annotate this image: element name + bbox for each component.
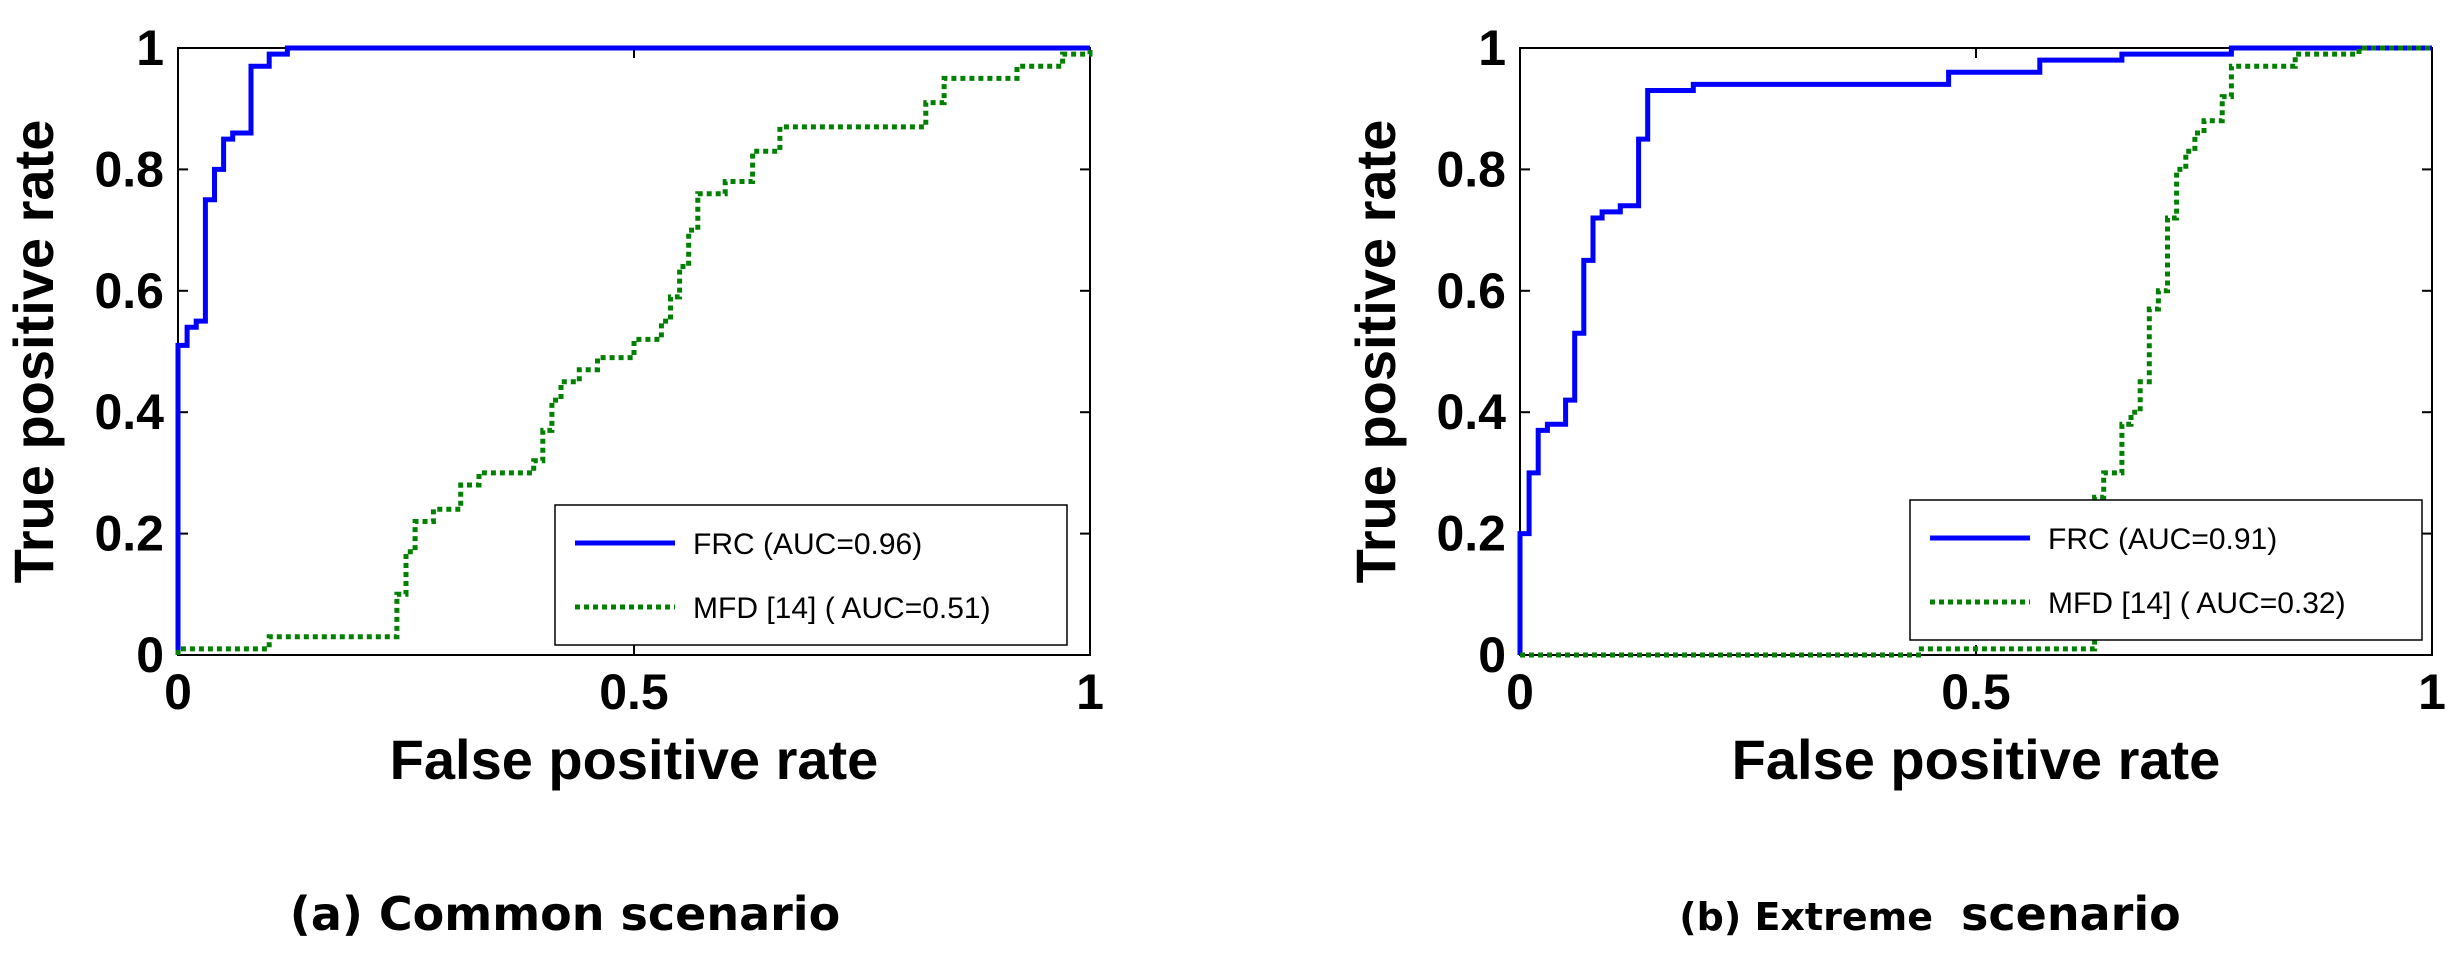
y-tick-label: 0 xyxy=(1478,627,1506,683)
y-tick-label: 0.2 xyxy=(1436,506,1506,562)
y-tick-label: 0.6 xyxy=(94,263,164,319)
series-line-frc xyxy=(175,45,1090,655)
y-tick-label: 1 xyxy=(136,20,164,76)
caption-extreme-suffix: scenario xyxy=(1961,887,2181,941)
series-line-mfd xyxy=(1520,45,2432,658)
x-tick-label: 0 xyxy=(164,664,192,720)
y-axis-title: True positive rate xyxy=(1344,120,1407,584)
y-tick-label: 0.8 xyxy=(1436,141,1506,197)
y-tick-label: 0.6 xyxy=(1436,263,1506,319)
chart-common-scenario: 0 0.5 1 0 0.2 0.4 0.6 0.8 1 False positive rate Tr… xyxy=(2,20,1104,791)
y-axis-title: True positive rate xyxy=(2,120,65,584)
x-tick-label: 0.5 xyxy=(1941,664,2011,720)
x-axis-title: False positive rate xyxy=(1732,728,2221,791)
x-tick-label: 0 xyxy=(1506,664,1534,720)
series-line-frc xyxy=(1517,45,2432,655)
legend-label-frc: FRC (AUC=0.91) xyxy=(2048,523,2277,556)
legend-label-mfd: MFD [14] ( AUC=0.32) xyxy=(2048,587,2346,620)
y-tick-label: 0.4 xyxy=(94,384,164,440)
legend-label-mfd: MFD [14] ( AUC=0.51) xyxy=(693,592,991,625)
x-tick-label: 0.5 xyxy=(599,664,669,720)
caption-extreme-scenario: (b) Extreme scenario xyxy=(1679,887,2180,941)
caption-common-scenario: (a) Common scenario xyxy=(290,887,840,941)
caption-extreme-prefix: (b) Extreme xyxy=(1679,895,1933,939)
series-line-mfd xyxy=(175,48,1093,655)
y-tick-label: 0.8 xyxy=(94,141,164,197)
y-tick-label: 0.2 xyxy=(94,506,164,562)
y-tick-label: 1 xyxy=(1478,20,1506,76)
x-axis-title: False positive rate xyxy=(390,728,879,791)
y-tick-label: 0.4 xyxy=(1436,384,1506,440)
x-tick-label: 1 xyxy=(2418,664,2446,720)
chart-extreme-scenario: 0 0.5 1 0 0.2 0.4 0.6 0.8 1 False positive rate Tr… xyxy=(1344,20,2446,791)
y-tick-label: 0 xyxy=(136,627,164,683)
legend-box xyxy=(554,504,1068,646)
legend-label-frc: FRC (AUC=0.96) xyxy=(693,528,922,561)
legend-box xyxy=(1909,499,2423,641)
x-tick-label: 1 xyxy=(1076,664,1104,720)
